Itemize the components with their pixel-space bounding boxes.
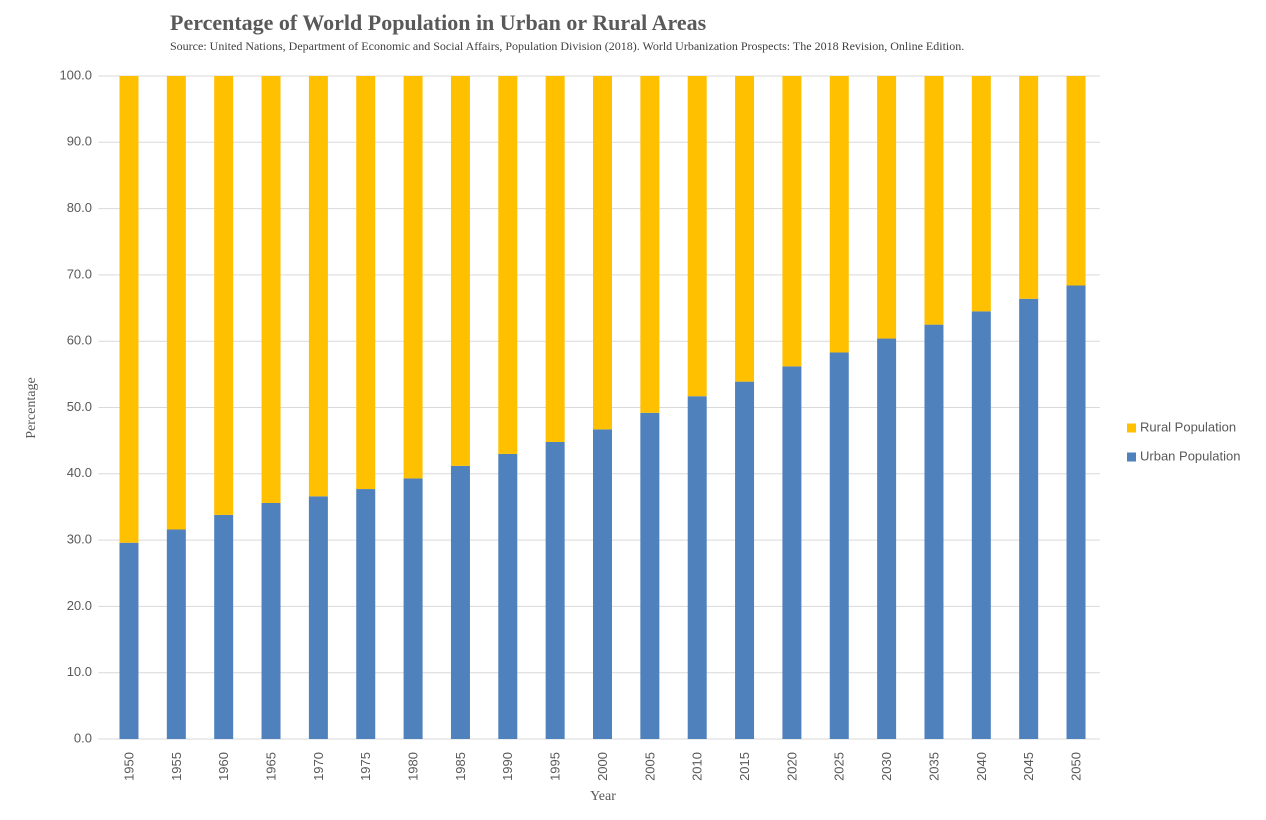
bar-segment — [1066, 76, 1086, 286]
bar-segment — [498, 76, 518, 454]
x-tick-label: 2045 — [1021, 752, 1036, 781]
x-tick-label: 1990 — [500, 752, 515, 781]
x-tick-label: 2015 — [737, 752, 752, 781]
bar-segment — [450, 465, 470, 739]
bar-segment — [261, 76, 281, 503]
bar-segment — [687, 76, 707, 397]
bar-segment — [735, 76, 755, 382]
x-tick-label: 2050 — [1068, 752, 1083, 781]
bar-segment — [403, 76, 423, 479]
bar-segment — [971, 76, 991, 312]
bar-segment — [261, 502, 281, 739]
x-tick-label: 2035 — [926, 752, 941, 781]
x-tick-label: 1960 — [216, 752, 231, 781]
bar-segment — [450, 76, 470, 466]
bar-segment — [782, 76, 802, 367]
bar-segment — [735, 381, 755, 739]
bar-segment — [877, 76, 897, 339]
bar-segment — [593, 76, 612, 430]
legend-label: Urban Population — [1140, 448, 1240, 463]
chart-subtitle: Source: United Nations, Department of Ec… — [170, 39, 964, 53]
y-tick-label: 60.0 — [67, 333, 92, 348]
bar-segment — [403, 478, 423, 739]
y-tick-label: 40.0 — [67, 465, 92, 480]
bar-segment — [877, 338, 897, 739]
bar-segment — [829, 76, 849, 353]
bar-segment — [356, 76, 376, 490]
y-tick-label: 20.0 — [67, 598, 92, 613]
x-tick-label: 1970 — [311, 752, 326, 781]
bar-segment — [214, 514, 234, 739]
bar-segment — [1066, 285, 1086, 739]
x-tick-label: 1995 — [548, 752, 563, 781]
bar-segment — [498, 453, 518, 739]
x-axis-label: Year — [590, 789, 616, 804]
bar-segment — [1019, 76, 1039, 299]
x-tick-label: 2040 — [974, 752, 989, 781]
bar-segment — [545, 441, 565, 739]
bar-segment — [1019, 298, 1039, 739]
bar-segment — [545, 76, 565, 442]
bar-segment — [214, 76, 234, 515]
x-tick-label: 1980 — [406, 752, 421, 781]
y-tick-label: 70.0 — [67, 266, 92, 281]
bar-segment — [640, 76, 660, 413]
x-tick-label: 2000 — [595, 752, 610, 781]
bar-segment — [119, 542, 139, 739]
x-tick-label: 1965 — [263, 752, 278, 781]
y-tick-label: 30.0 — [67, 532, 92, 547]
bar-segment — [119, 76, 139, 543]
bar-segment — [308, 496, 328, 739]
bar-segment — [782, 366, 802, 739]
y-tick-label: 50.0 — [67, 399, 92, 414]
y-axis-label: Percentage — [24, 377, 39, 438]
x-tick-label: 2025 — [832, 752, 847, 781]
bar-segment — [971, 311, 991, 739]
x-tick-label: 1955 — [169, 752, 184, 781]
y-tick-label: 0.0 — [74, 730, 92, 745]
bar-segment — [687, 396, 707, 739]
chart-title: Percentage of World Population in Urban … — [170, 10, 707, 35]
bar-segment — [356, 489, 376, 739]
legend-label: Rural Population — [1140, 419, 1236, 434]
x-tick-label: 2010 — [690, 752, 705, 781]
bar-segment — [308, 76, 328, 497]
y-tick-label: 100.0 — [59, 67, 92, 82]
y-tick-label: 10.0 — [67, 664, 92, 679]
bar-segment — [829, 352, 849, 739]
x-tick-label: 2005 — [642, 752, 657, 781]
x-tick-label: 2020 — [784, 752, 799, 781]
y-tick-label: 90.0 — [67, 134, 92, 149]
bar-segment — [593, 429, 612, 739]
bar-segment — [924, 76, 944, 325]
bar-segment — [640, 412, 660, 739]
x-tick-label: 1985 — [453, 752, 468, 781]
legend-swatch — [1127, 452, 1136, 462]
bar-segment — [166, 76, 186, 530]
x-tick-label: 2030 — [879, 752, 894, 781]
bar-segment — [924, 324, 944, 739]
legend-swatch — [1127, 423, 1136, 433]
x-tick-label: 1950 — [121, 752, 136, 781]
bar-segment — [166, 529, 186, 739]
y-tick-label: 80.0 — [67, 200, 92, 215]
x-tick-label: 1975 — [358, 752, 373, 781]
